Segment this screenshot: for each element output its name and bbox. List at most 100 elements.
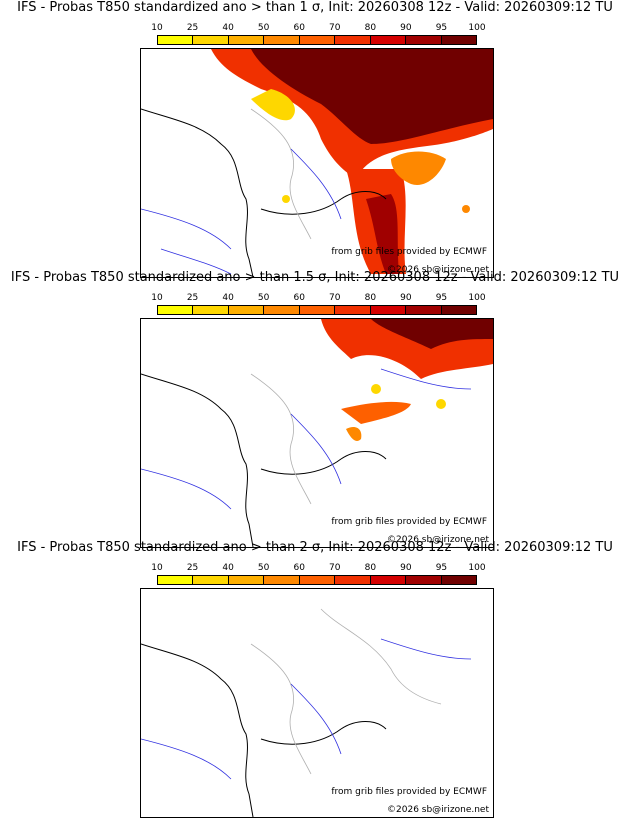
colorbar-boxes [157,305,477,315]
colorbar-tick-label: 95 [435,23,448,33]
colorbar-tick-label: 25 [186,563,199,573]
border [250,373,312,505]
colorbar: 10 25 40 50 60 70 80 90 95 100 [151,23,486,45]
prob-area-50 [346,427,362,441]
prob-area-60 [341,401,411,424]
copyright-credit: ©2026 sb@irizone.net [387,805,489,815]
colorbar-swatch [441,306,476,314]
colorbar-tick-label: 40 [222,293,234,303]
colorbar-tick-label: 10 [151,563,163,573]
prob-spot [282,195,290,203]
colorbar-swatch [441,36,476,44]
river [141,208,232,250]
map-panel-2sigma: IFS - Probas T850 standardized ano > tha… [0,540,630,818]
prob-area-90-south [366,194,399,274]
colorbar-swatch [299,306,336,314]
border [250,108,312,240]
colorbar-swatch [193,36,229,44]
border [250,643,312,775]
prob-area-100 [371,319,493,349]
prob-spot [462,205,470,213]
panel-title: IFS - Probas T850 standardized ano > tha… [17,0,613,15]
colorbar-tick-label: 50 [257,293,270,303]
coastline [260,451,387,475]
colorbar-tick-label: 60 [293,563,305,573]
colorbar-tick-label: 25 [186,293,199,303]
colorbar-tick-label: 100 [468,23,486,33]
map-graphic [141,319,493,547]
colorbar-swatch [370,36,407,44]
colorbar-swatch [335,306,371,314]
colorbar-swatch [264,306,300,314]
prob-area-100 [251,49,493,144]
colorbar-tick-label: 80 [364,563,377,573]
coastline [260,721,387,745]
border [320,608,442,705]
colorbar-tick-label: 90 [400,563,412,573]
colorbar-swatch [228,306,265,314]
colorbar-boxes [157,575,477,585]
colorbar-swatch [370,576,407,584]
colorbar-boxes [157,35,477,45]
colorbar-labels: 10 25 40 50 60 70 80 90 95 100 [151,23,485,34]
colorbar-swatch [264,36,300,44]
colorbar-swatch [441,576,476,584]
colorbar-swatch [335,576,371,584]
colorbar-tick-label: 95 [435,293,448,303]
colorbar-tick-label: 80 [364,293,377,303]
colorbar-swatch [158,36,194,44]
river [141,468,232,510]
colorbar-tick-label: 90 [400,293,412,303]
map-panel-1p5sigma: IFS - Probas T850 standardized ano > tha… [0,270,630,548]
colorbar-swatch [335,36,371,44]
colorbar: 10 25 40 50 60 70 80 90 95 100 [151,563,486,585]
colorbar-swatch [158,306,194,314]
colorbar-tick-label: 40 [222,563,234,573]
data-source-credit: from grib files provided by ECMWF [331,787,487,797]
colorbar-tick-label: 70 [329,293,341,303]
river [290,683,342,755]
coastline [141,643,254,817]
colorbar-tick-label: 60 [293,293,305,303]
coastline [141,373,254,547]
colorbar-swatch [299,576,336,584]
colorbar-tick-label: 40 [222,23,234,33]
colorbar-swatch [264,576,300,584]
prob-area-25 [251,89,295,121]
panel-title: IFS - Probas T850 standardized ano > tha… [17,540,613,555]
map-graphic [141,608,472,817]
map-panel-1sigma: IFS - Probas T850 standardized ano > tha… [0,0,630,278]
river [380,638,472,660]
colorbar-swatch [406,36,442,44]
colorbar-tick-label: 50 [257,23,270,33]
river [290,148,342,220]
colorbar-tick-label: 10 [151,293,163,303]
colorbar-swatch [193,306,229,314]
probability-map: from grib files provided by ECMWF ©2026 … [140,48,494,278]
panel-title: IFS - Probas T850 standardized ano > tha… [10,270,620,285]
colorbar-swatch [299,36,336,44]
colorbar-swatch [193,576,229,584]
probability-map: from grib files provided by ECMWF ©2026 … [140,588,494,818]
colorbar-tick-label: 70 [329,563,341,573]
coastline [260,191,387,215]
colorbar-swatch [406,576,442,584]
colorbar-tick-label: 80 [364,23,377,33]
prob-spot [371,384,381,394]
colorbar-tick-label: 50 [257,563,270,573]
copyright-credit: ©2026 sb@irizone.net [387,265,489,275]
probability-map: from grib files provided by ECMWF ©2026 … [140,318,494,548]
colorbar-swatch [158,576,194,584]
prob-area-50-alps [391,151,446,185]
river [141,738,232,780]
prob-spot [436,399,446,409]
river [290,413,342,485]
colorbar-labels: 10 25 40 50 60 70 80 90 95 100 [151,563,485,574]
colorbar-tick-label: 25 [186,23,199,33]
data-source-credit: from grib files provided by ECMWF [331,517,487,527]
colorbar-swatch [228,576,265,584]
colorbar-tick-label: 60 [293,23,305,33]
colorbar-tick-label: 90 [400,23,412,33]
colorbar-labels: 10 25 40 50 60 70 80 90 95 100 [151,293,485,304]
data-source-credit: from grib files provided by ECMWF [331,247,487,257]
